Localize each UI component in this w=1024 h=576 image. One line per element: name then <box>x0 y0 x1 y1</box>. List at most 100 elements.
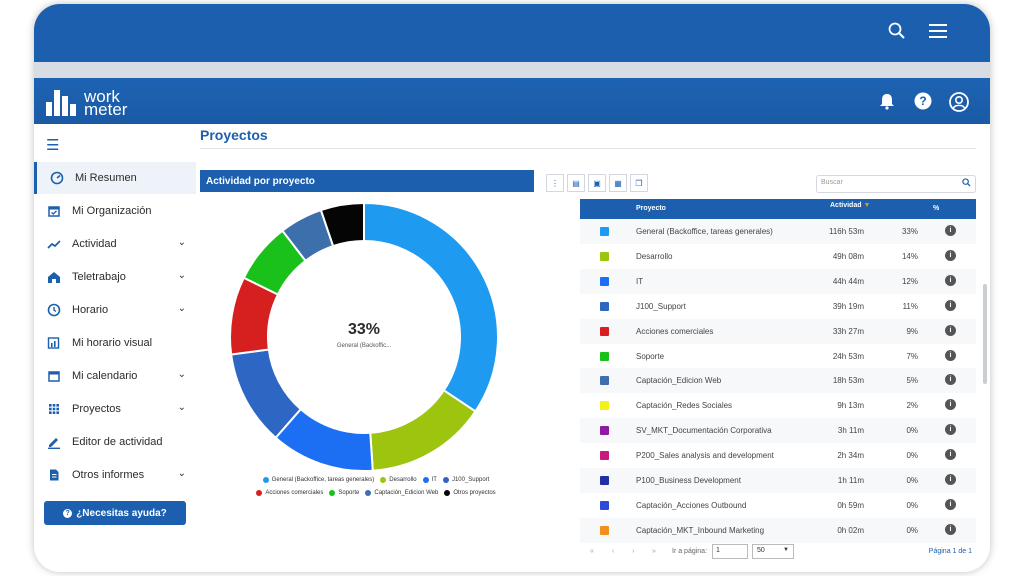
last-page-button[interactable]: » <box>652 548 656 555</box>
table-row[interactable]: Captación_MKT_Inbound Marketing 0h 02m 0% i <box>580 517 976 543</box>
sidebar-item-actividad[interactable]: Actividad ⌄ <box>34 228 196 260</box>
sidebar-item-editor-de-actividad[interactable]: Editor de actividad <box>34 426 196 458</box>
legend-item[interactable]: Acciones comerciales <box>256 490 323 496</box>
sidebar-item-mi-resumen[interactable]: Mi Resumen <box>34 162 196 194</box>
export-excel-icon[interactable]: ▣ <box>588 174 606 192</box>
donut-chart <box>229 201 499 472</box>
legend-swatch <box>256 490 263 496</box>
info-icon[interactable]: i <box>945 374 956 386</box>
sidebar-item-teletrabajo[interactable]: Teletrabajo ⌄ <box>34 261 196 293</box>
table-row[interactable]: Soporte 24h 53m 7% i <box>580 343 976 369</box>
workmeter-logo[interactable]: work meter <box>46 86 127 118</box>
help-button[interactable]: ? ¿Necesitas ayuda? <box>44 501 186 525</box>
legend-item[interactable]: Captación_Edicion Web <box>365 490 438 496</box>
col-project[interactable]: Proyecto <box>636 205 666 212</box>
info-icon[interactable]: i <box>945 274 956 286</box>
table-row[interactable]: J100_Support 39h 19m 11% i <box>580 293 976 319</box>
activity-time: 24h 53m <box>832 351 864 361</box>
calendar-check-icon <box>47 204 61 218</box>
project-name: Acciones comerciales <box>636 326 714 336</box>
activity-time: 116h 53m <box>829 227 864 236</box>
info-icon[interactable]: i <box>945 424 956 436</box>
activity-time: 1h 11m <box>837 476 864 485</box>
table-row[interactable]: P200_Sales analysis and development 2h 34… <box>580 443 976 469</box>
info-icon[interactable]: i <box>945 324 956 336</box>
project-name: P200_Sales analysis and development <box>636 451 774 461</box>
page-info: Página 1 de 1 <box>928 548 972 555</box>
legend-item[interactable]: Desarrollo <box>380 477 417 483</box>
info-icon[interactable]: i <box>945 225 956 236</box>
table-row[interactable]: General (Backoffice, tareas generales) 11… <box>580 219 976 244</box>
sidebar-item-label: Proyectos <box>72 403 121 415</box>
info-icon[interactable]: i <box>945 474 956 485</box>
user-account-icon[interactable] <box>949 92 969 117</box>
svg-text:?: ? <box>919 94 926 108</box>
help-icon[interactable]: ? <box>914 92 932 115</box>
donut-center-value: 33% <box>347 321 381 338</box>
table-row[interactable]: SV_MKT_Documentación Corporativa 3h 11m 0%… <box>580 418 976 444</box>
legend-item[interactable]: General (Backoffice, tareas generales) <box>262 477 374 483</box>
table-search-input[interactable]: Buscar <box>816 175 976 193</box>
sidebar-item-label: Mi Organización <box>72 205 152 217</box>
info-icon[interactable]: i <box>945 399 956 411</box>
clock-icon <box>47 303 61 317</box>
info-icon[interactable]: i <box>945 249 956 261</box>
legend-item[interactable]: Otros proyectos <box>444 490 496 496</box>
prev-page-button[interactable]: ‹ <box>612 548 615 555</box>
main-content: Proyectos Actividad por proyecto 33% Gen… <box>196 124 990 572</box>
legend-item[interactable]: Soporte <box>329 490 359 496</box>
sidebar-item-horario[interactable]: Horario ⌄ <box>34 294 196 326</box>
table-row[interactable]: Acciones comerciales 33h 27m 9% i <box>580 318 976 344</box>
legend-swatch <box>329 490 336 496</box>
more-options-icon[interactable]: ⋮ <box>546 174 564 192</box>
activity-time: 18h 53m <box>832 376 864 386</box>
table-row[interactable]: Desarrollo 49h 08m 14% i <box>580 243 976 269</box>
table-scrollbar[interactable] <box>983 284 987 384</box>
legend-label: Soporte <box>338 490 360 496</box>
color-swatch <box>600 500 609 510</box>
info-icon[interactable]: i <box>945 449 956 461</box>
table-row[interactable]: IT 44h 44m 12% i <box>580 268 976 294</box>
activity-time: 33h 27m <box>832 326 864 336</box>
color-swatch <box>600 451 609 461</box>
next-page-button[interactable]: › <box>632 548 635 555</box>
table-row[interactable]: P100_Business Development 1h 11m 0% i <box>580 468 976 493</box>
info-icon[interactable]: i <box>945 299 956 311</box>
page-size-select[interactable]: 50 ▼ <box>752 544 794 559</box>
export-csv-icon[interactable]: ▦ <box>609 174 627 192</box>
table-row[interactable]: Captación_Edicion Web 18h 53m 5% i <box>580 368 976 394</box>
donut-slice-0[interactable] <box>363 201 499 413</box>
legend-item[interactable]: J100_Support <box>442 477 489 483</box>
export-pdf-icon[interactable]: ▤ <box>567 174 585 192</box>
search-placeholder: Buscar <box>821 179 843 186</box>
sidebar-item-mi-organizaci-n[interactable]: Mi Organización <box>34 195 196 227</box>
first-page-button[interactable]: « <box>590 548 594 555</box>
copy-icon[interactable]: ❐ <box>630 174 648 192</box>
sidebar-item-otros-informes[interactable]: Otros informes ⌄ <box>34 459 196 491</box>
legend-swatch <box>444 490 451 496</box>
info-icon[interactable]: i <box>945 349 956 361</box>
hamburger-menu-icon[interactable] <box>928 22 948 45</box>
info-icon[interactable]: i <box>945 498 956 510</box>
info-icon[interactable]: i <box>945 523 956 535</box>
sidebar-item-mi-horario-visual[interactable]: Mi horario visual <box>34 327 196 359</box>
bell-icon[interactable] <box>879 92 895 115</box>
chevron-down-icon: ⌄ <box>177 270 186 281</box>
sidebar-item-mi-calendario[interactable]: Mi calendario ⌄ <box>34 360 196 392</box>
sidebar-item-proyectos[interactable]: Proyectos ⌄ <box>34 393 196 425</box>
table-row[interactable]: Captación_Acciones Outbound 0h 59m 0% i <box>580 492 976 518</box>
search-icon[interactable] <box>962 178 971 189</box>
sidebar-toggle-icon[interactable]: ☰ <box>46 137 60 154</box>
donut-slice-7[interactable] <box>319 201 365 248</box>
page-number-input[interactable]: 1 <box>712 544 748 559</box>
table-row[interactable]: Captación_Redes Sociales 9h 13m 2% i <box>580 393 976 419</box>
donut-slice-1[interactable] <box>369 388 477 472</box>
activity-percent: 12% <box>901 276 918 286</box>
col-percent[interactable]: % <box>933 205 940 212</box>
col-activity[interactable]: Actividad ▼ <box>830 202 871 209</box>
sidebar-item-label: Otros informes <box>72 469 145 481</box>
legend-item[interactable]: IT <box>422 477 437 483</box>
search-icon[interactable] <box>888 22 906 45</box>
project-name: SV_MKT_Documentación Corporativa <box>636 426 772 436</box>
project-name: J100_Support <box>636 301 686 311</box>
